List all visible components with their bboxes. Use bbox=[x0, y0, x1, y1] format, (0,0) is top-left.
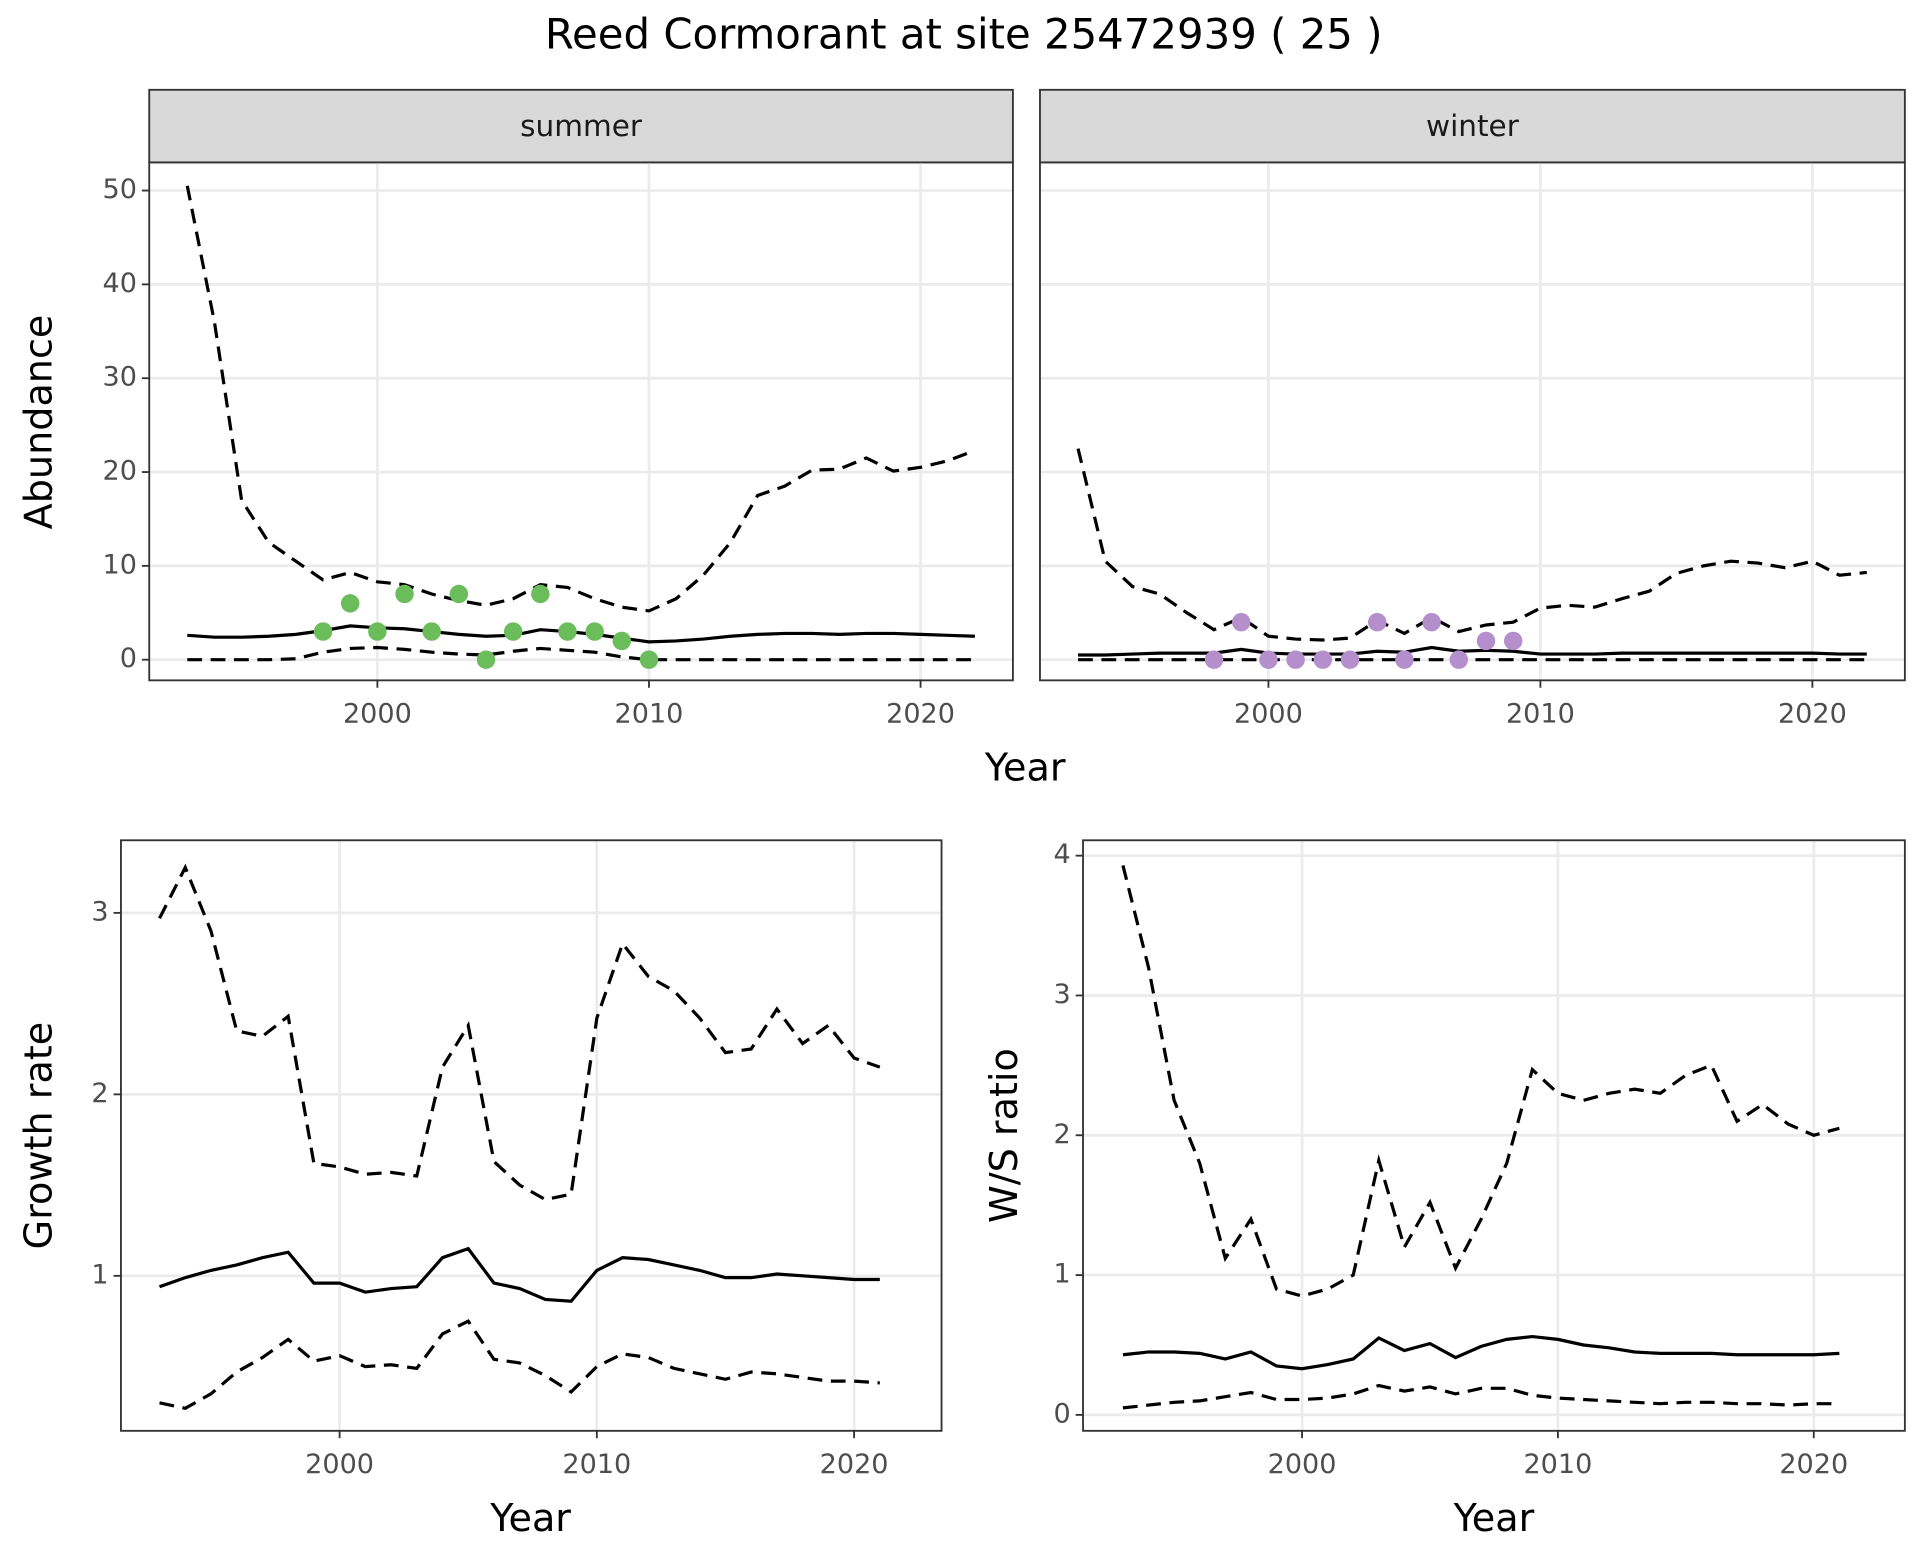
panel-background bbox=[149, 162, 1013, 681]
data-point bbox=[1395, 650, 1414, 669]
y-axis-title: W/S ratio bbox=[982, 1048, 1026, 1223]
series-line bbox=[1076, 448, 1867, 642]
facet-label: winter bbox=[1426, 109, 1520, 143]
data-point bbox=[1313, 650, 1333, 669]
x-tick-label: 2000 bbox=[343, 698, 412, 729]
panel-border bbox=[1039, 161, 1906, 682]
data-point bbox=[558, 622, 577, 641]
y-tick-label: 0 bbox=[1054, 1398, 1071, 1429]
data-point bbox=[585, 622, 604, 641]
y-tick-label: 0 bbox=[120, 643, 137, 674]
x-tick-label: 2020 bbox=[1779, 1449, 1848, 1480]
x-tick-label: 2020 bbox=[820, 1449, 889, 1480]
x-tick-label: 2020 bbox=[1778, 698, 1847, 729]
figure-title: Reed Cormorant at site 25472939 ( 25 ) bbox=[545, 9, 1383, 58]
data-point bbox=[313, 622, 333, 641]
y-tick-label: 1 bbox=[91, 1259, 108, 1290]
series-line bbox=[159, 1319, 880, 1411]
series-line bbox=[185, 185, 976, 613]
x-axis-title: Year bbox=[489, 1496, 571, 1540]
y-tick-label: 40 bbox=[103, 268, 137, 299]
data-point bbox=[1232, 612, 1251, 632]
x-tick-label: 2020 bbox=[886, 698, 955, 729]
panel-border bbox=[1082, 839, 1906, 1432]
x-tick-label: 2010 bbox=[562, 1449, 631, 1480]
y-tick-label: 4 bbox=[1054, 839, 1071, 870]
series-line bbox=[187, 645, 975, 662]
x-tick-label: 2010 bbox=[1523, 1449, 1592, 1480]
data-point bbox=[1503, 631, 1523, 651]
facet-strip bbox=[148, 88, 1014, 164]
y-tick-label: 1 bbox=[1054, 1259, 1071, 1290]
data-point bbox=[368, 622, 387, 641]
y-tick-label: 50 bbox=[103, 174, 137, 205]
y-tick-label: 2 bbox=[1054, 1119, 1071, 1150]
panel-background bbox=[1039, 162, 1905, 681]
data-point bbox=[422, 622, 441, 641]
x-tick-label: 2000 bbox=[305, 1449, 374, 1480]
data-point bbox=[449, 584, 469, 604]
data-point bbox=[1476, 631, 1496, 651]
x-axis-title: Year bbox=[1453, 1496, 1535, 1540]
y-tick-label: 2 bbox=[91, 1078, 108, 1109]
y-tick-label: 10 bbox=[103, 549, 137, 580]
x-tick-label: 2010 bbox=[1506, 698, 1575, 729]
data-point bbox=[1449, 650, 1469, 669]
y-tick-label: 3 bbox=[1054, 979, 1071, 1010]
data-point bbox=[395, 584, 414, 604]
series-line bbox=[1122, 1383, 1840, 1410]
facet-strip bbox=[1039, 88, 1906, 164]
x-tick-label: 2000 bbox=[1268, 1449, 1337, 1480]
x-tick-label: 2000 bbox=[1234, 698, 1303, 729]
data-point bbox=[1340, 650, 1360, 669]
y-axis-title: Abundance bbox=[16, 315, 60, 530]
y-axis-title: Growth rate bbox=[16, 1022, 60, 1250]
data-point bbox=[1259, 650, 1278, 669]
data-point bbox=[503, 622, 523, 641]
data-point bbox=[1204, 650, 1224, 669]
data-point bbox=[476, 650, 496, 669]
x-axis-title: Year bbox=[984, 746, 1066, 790]
data-point bbox=[340, 594, 360, 613]
panel-border bbox=[120, 839, 943, 1432]
series-line bbox=[158, 1246, 880, 1303]
data-point bbox=[1286, 650, 1305, 669]
data-point bbox=[1422, 612, 1441, 632]
series-line bbox=[1121, 865, 1840, 1298]
data-point bbox=[612, 631, 632, 651]
series-line bbox=[1122, 1334, 1840, 1371]
series-line bbox=[158, 863, 881, 1202]
x-tick-label: 2010 bbox=[615, 698, 684, 729]
panel-background bbox=[120, 840, 942, 1431]
data-point bbox=[639, 650, 659, 669]
data-point bbox=[531, 584, 550, 604]
y-tick-label: 3 bbox=[91, 896, 108, 927]
panel-border bbox=[148, 161, 1014, 682]
facet-label: summer bbox=[520, 109, 643, 143]
y-tick-label: 30 bbox=[103, 362, 137, 393]
data-point bbox=[1367, 612, 1387, 632]
y-tick-label: 20 bbox=[103, 456, 137, 487]
